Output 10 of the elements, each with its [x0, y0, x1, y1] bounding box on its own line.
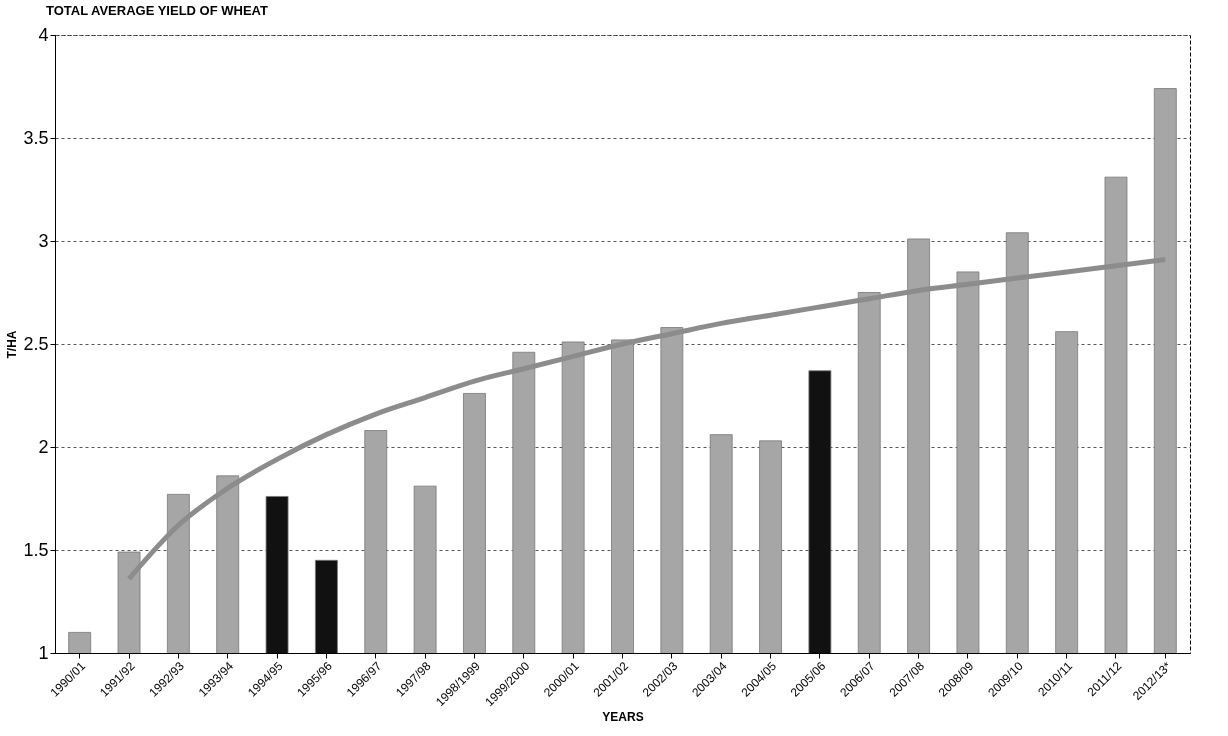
x-axis-title: YEARS [602, 710, 644, 725]
y-axis-title: T/HA [5, 330, 20, 359]
y-tick-label: 2 [38, 436, 49, 457]
y-tick-label: 3.5 [23, 127, 49, 148]
y-tick-label: 1 [38, 642, 49, 663]
y-tick-label: 1.5 [23, 539, 49, 560]
y-tick-label: 3 [38, 230, 49, 251]
y-tick-label: 2.5 [23, 333, 49, 354]
chart-title: TOTAL AVERAGE YIELD OF WHEAT [45, 3, 269, 18]
y-tick-label: 4 [38, 24, 49, 45]
